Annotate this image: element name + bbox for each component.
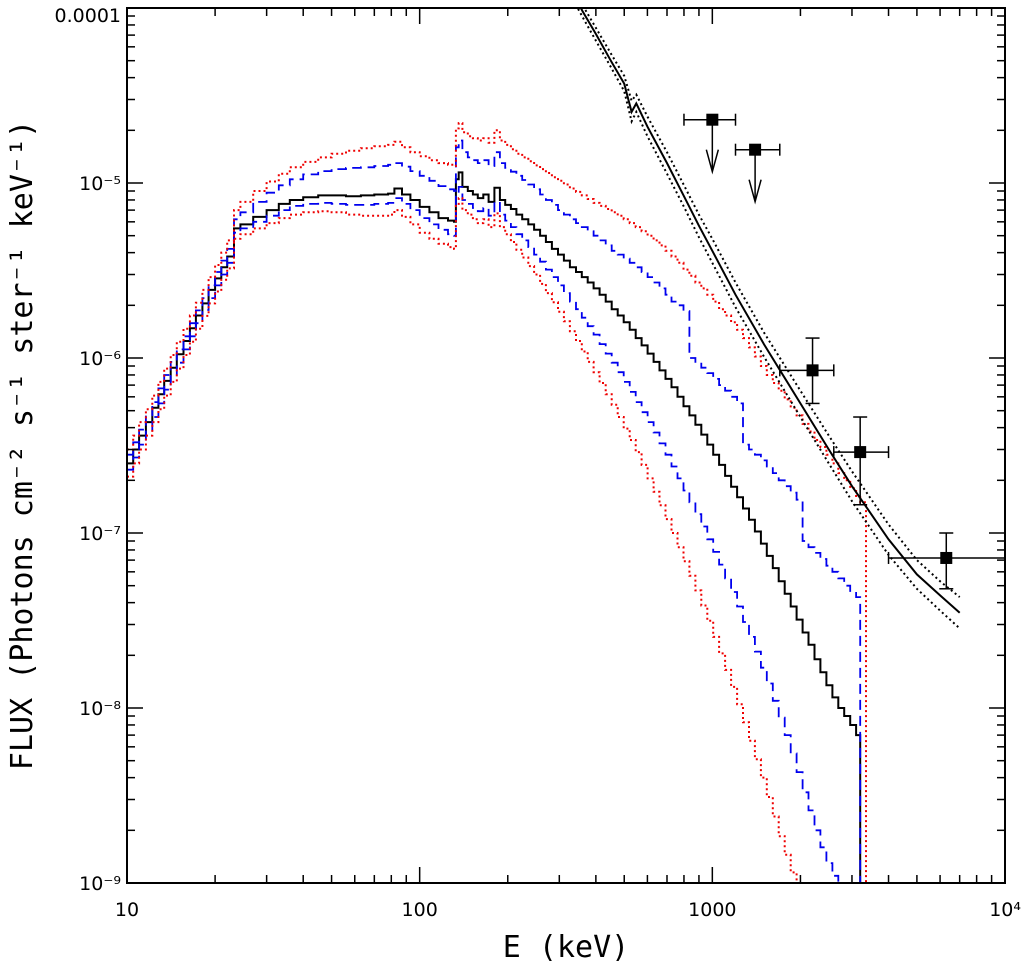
x-tick-label: 100 (402, 899, 438, 921)
upper-limit-arrow-head (748, 179, 762, 205)
x-axis-label: E (keV) (503, 930, 629, 965)
data-point-marker (940, 551, 953, 564)
y-tick-label: 10⁻⁹ (79, 873, 121, 895)
y-tick-label: 10⁻⁷ (79, 523, 121, 545)
data-points-layer (683, 113, 1005, 590)
data-point-2 (734, 143, 781, 205)
series-model-upper-dotted (127, 122, 871, 883)
data-point-3 (779, 337, 835, 405)
series-model-lower-dotted (127, 197, 808, 883)
x-tick-label: 1000 (688, 899, 736, 921)
tick-labels-layer: 10 100 1000 10⁴ 0.0001 10⁻⁵ 10⁻⁶ 10⁻⁷ 10⁻⁸ 10⁻⁹ (55, 5, 1022, 921)
series-power-law-fit (579, 8, 961, 614)
data-point-marker (854, 446, 867, 459)
data-point-marker (706, 113, 719, 126)
y-tick-label: 10⁻⁶ (79, 348, 121, 370)
series-power-law-fit-upper (583, 8, 961, 598)
series-power-law-fit-lower (576, 8, 961, 630)
y-tick-label: 0.0001 (55, 5, 121, 27)
y-tick-label: 10⁻⁵ (79, 173, 121, 195)
series-model-central (127, 171, 866, 883)
data-point-4 (833, 416, 890, 506)
data-point-marker (749, 143, 762, 156)
plot-frame (126, 7, 1006, 884)
data-point-1 (683, 113, 737, 175)
series-layer (127, 8, 961, 883)
series-model-upper-dashed (127, 139, 866, 883)
ticks-layer (126, 8, 1006, 884)
data-point-marker (806, 364, 819, 377)
y-axis-label: FLUX (Photons cm⁻² s⁻¹ ster⁻¹ keV⁻¹) (5, 120, 40, 770)
series-model-lower-dashed (127, 186, 862, 883)
upper-limit-arrow-head (705, 149, 720, 175)
x-tick-label: 10⁴ (989, 899, 1021, 921)
data-point-5 (887, 532, 1005, 590)
y-tick-label: 10⁻⁸ (79, 698, 121, 720)
x-tick-label: 10 (115, 899, 139, 921)
